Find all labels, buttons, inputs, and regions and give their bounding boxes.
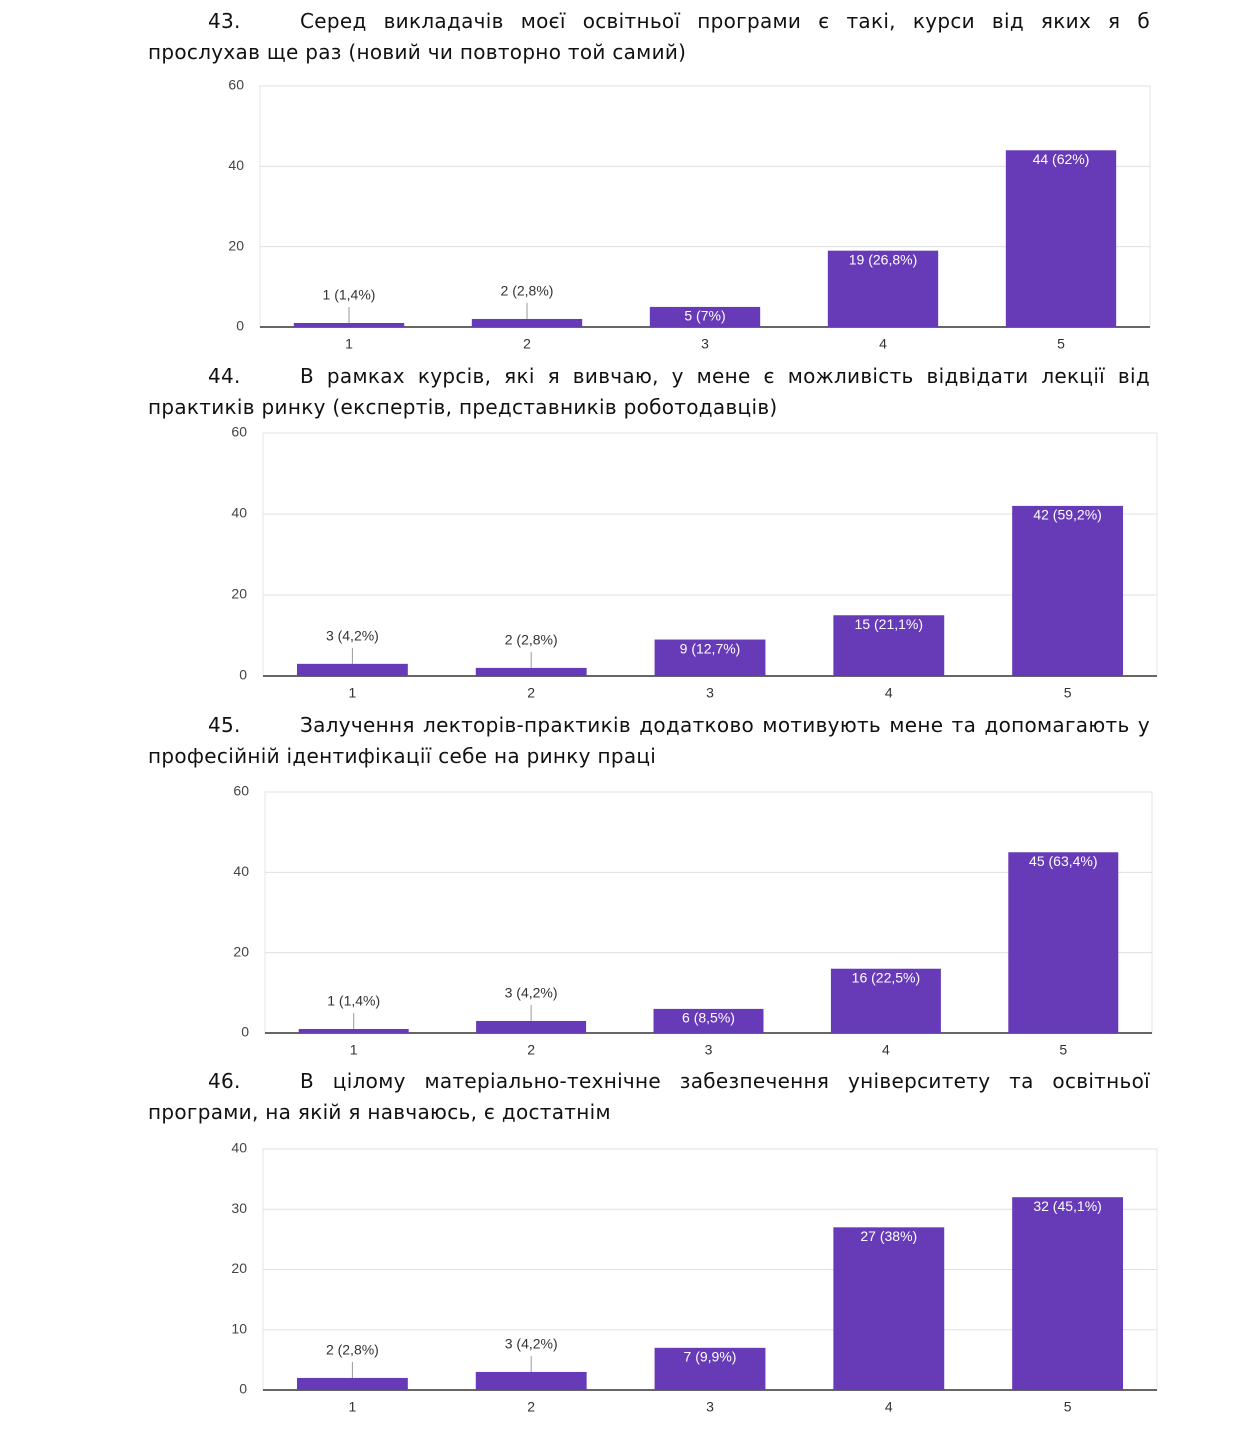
bar (475, 1371, 587, 1390)
value-label: 42 (59,2%) (1033, 507, 1101, 523)
bar (1012, 1197, 1124, 1390)
y-tick-label: 0 (239, 1381, 247, 1397)
value-label: 15 (21,1%) (855, 616, 923, 632)
y-tick-label: 20 (233, 943, 249, 959)
value-label: 1 (1,4%) (327, 993, 380, 1009)
bar (833, 1227, 945, 1390)
x-tick-label: 2 (527, 685, 535, 701)
question-number: 44. (208, 364, 241, 388)
question-number: 43. (208, 9, 241, 33)
value-label: 19 (26,8%) (849, 251, 917, 267)
x-tick-label: 1 (349, 1399, 357, 1415)
y-tick-label: 40 (233, 863, 249, 879)
y-tick-label: 20 (228, 237, 244, 253)
x-tick-label: 4 (879, 336, 887, 352)
x-tick-label: 3 (706, 685, 714, 701)
value-label: 5 (7%) (684, 308, 725, 324)
value-label: 3 (4,2%) (326, 628, 379, 644)
x-tick-label: 1 (350, 1042, 358, 1058)
bar (649, 306, 761, 327)
bar (827, 250, 939, 327)
question: 43. Серед викладачів моєї освітньої прогр… (148, 6, 1150, 68)
y-tick-label: 30 (231, 1200, 247, 1216)
y-tick-label: 0 (239, 667, 247, 683)
y-tick-label: 0 (236, 318, 244, 334)
value-label: 9 (12,7%) (680, 640, 741, 656)
value-label: 3 (4,2%) (505, 1336, 558, 1352)
value-label: 32 (45,1%) (1033, 1198, 1101, 1214)
bar (654, 1347, 766, 1390)
bar (1008, 852, 1119, 1033)
value-label: 1 (1,4%) (323, 287, 376, 303)
y-tick-label: 0 (241, 1024, 249, 1040)
x-tick-label: 5 (1059, 1042, 1067, 1058)
question: 45. Залучення лекторів-практиків додатков… (148, 710, 1150, 772)
value-label: 6 (8,5%) (682, 1010, 735, 1026)
value-label: 44 (62%) (1033, 151, 1090, 167)
value-label: 16 (22,5%) (852, 969, 920, 985)
y-tick-label: 40 (231, 1140, 247, 1156)
x-tick-label: 5 (1064, 1399, 1072, 1415)
value-label: 27 (38%) (860, 1228, 917, 1244)
bar (830, 968, 941, 1033)
y-tick-label: 60 (231, 424, 247, 440)
question: 44. В рамках курсів, які я вивчаю, у мене… (148, 361, 1150, 423)
x-tick-label: 3 (706, 1399, 714, 1415)
x-tick-label: 3 (701, 336, 709, 352)
question-text: В цілому матеріально-технічне забезпечен… (148, 1069, 1150, 1124)
question-text: В рамках курсів, які я вивчаю, у мене є … (148, 364, 1150, 419)
question-text: Залучення лекторів-практиків додатково м… (148, 713, 1150, 768)
bar (293, 322, 405, 327)
x-tick-label: 3 (705, 1042, 713, 1058)
value-label: 2 (2,8%) (326, 1342, 379, 1358)
y-tick-label: 20 (231, 1260, 247, 1276)
bar (654, 639, 766, 676)
x-tick-label: 4 (882, 1042, 890, 1058)
x-tick-label: 1 (349, 685, 357, 701)
y-tick-label: 40 (231, 505, 247, 521)
bar (1005, 150, 1117, 327)
x-tick-label: 2 (523, 336, 531, 352)
value-label: 45 (63,4%) (1029, 853, 1097, 869)
x-tick-label: 1 (345, 336, 353, 352)
x-tick-label: 2 (527, 1399, 535, 1415)
bar (476, 1020, 587, 1033)
value-label: 7 (9,9%) (684, 1349, 737, 1365)
value-label: 2 (2,8%) (505, 632, 558, 648)
question-text: Серед викладачів моєї освітньої програми… (148, 9, 1150, 64)
bar (296, 663, 408, 676)
bar (1012, 505, 1124, 676)
value-label: 3 (4,2%) (505, 985, 558, 1001)
bar (475, 667, 587, 676)
bar (471, 318, 583, 327)
x-tick-label: 4 (885, 1399, 893, 1415)
value-label: 2 (2,8%) (501, 283, 554, 299)
y-tick-label: 10 (231, 1320, 247, 1336)
y-tick-label: 60 (233, 783, 249, 799)
bar (296, 1377, 408, 1390)
question: 46. В цілому матеріально-технічне забезпе… (148, 1066, 1150, 1128)
y-tick-label: 60 (228, 77, 244, 93)
x-tick-label: 5 (1064, 685, 1072, 701)
x-tick-label: 2 (527, 1042, 535, 1058)
bar (833, 615, 945, 676)
question-number: 46. (208, 1069, 241, 1093)
x-tick-label: 4 (885, 685, 893, 701)
y-tick-label: 40 (228, 157, 244, 173)
bar (653, 1008, 764, 1033)
question-number: 45. (208, 713, 241, 737)
bar (298, 1028, 409, 1033)
y-tick-label: 20 (231, 586, 247, 602)
x-tick-label: 5 (1057, 336, 1065, 352)
